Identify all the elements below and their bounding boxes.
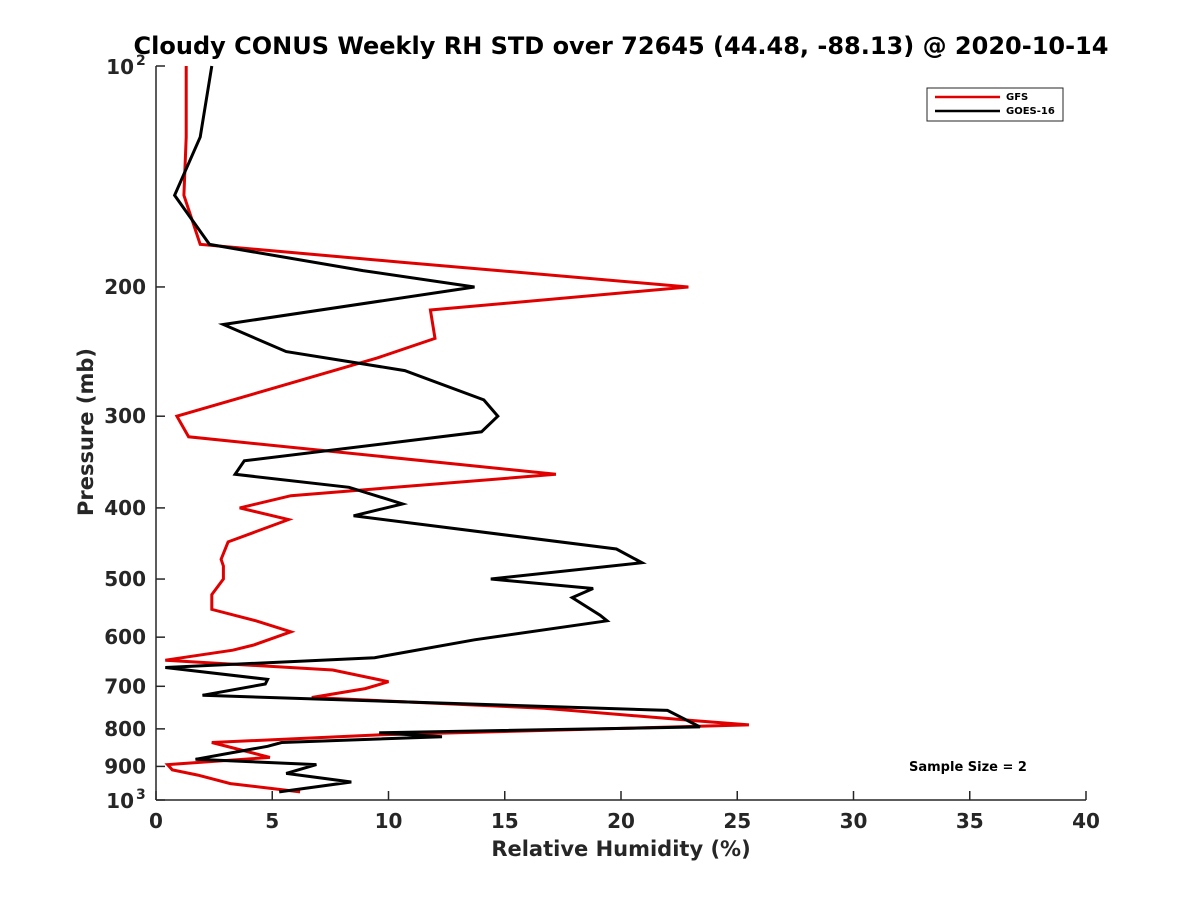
legend-label-goes16: GOES-16: [1006, 106, 1055, 117]
y-tick-label: 10: [106, 55, 134, 79]
legend-label-gfs: GFS: [1006, 92, 1028, 103]
x-tick-label: 30: [840, 809, 868, 833]
legend: GFS GOES-16: [926, 87, 1064, 122]
sample-size-annotation: Sample Size = 2: [909, 760, 1027, 775]
series-line-goes16: [165, 65, 701, 794]
y-tick-label: 300: [104, 404, 146, 428]
y-tick-label: 600: [104, 625, 146, 649]
y-tick-exponent: 2: [136, 53, 146, 69]
y-tick-label: 800: [104, 717, 146, 741]
y-tick-label: 200: [104, 275, 146, 299]
x-tick-label: 5: [265, 809, 279, 833]
x-tick-label: 35: [956, 809, 984, 833]
y-tick-label: 500: [104, 567, 146, 591]
series-line-gfs: [164, 66, 750, 794]
x-tick-label: 25: [723, 809, 751, 833]
x-axis-label: Relative Humidity (%): [491, 837, 750, 861]
y-tick-label: 900: [104, 754, 146, 778]
y-axis-label: Pressure (mb): [74, 348, 98, 516]
legend-box: [926, 87, 1064, 122]
x-tick-label: 40: [1072, 809, 1100, 833]
chart-title: Cloudy CONUS Weekly RH STD over 72645 (4…: [134, 32, 1109, 60]
series-layer: [164, 65, 750, 794]
y-tick-label: 400: [104, 496, 146, 520]
x-tick-label: 0: [149, 809, 163, 833]
x-tick-label: 10: [375, 809, 403, 833]
y-tick-label: 10: [106, 789, 134, 813]
x-tick-label: 20: [607, 809, 635, 833]
x-tick-label: 15: [491, 809, 519, 833]
y-tick-label: 700: [104, 674, 146, 698]
y-tick-exponent: 3: [136, 787, 146, 803]
